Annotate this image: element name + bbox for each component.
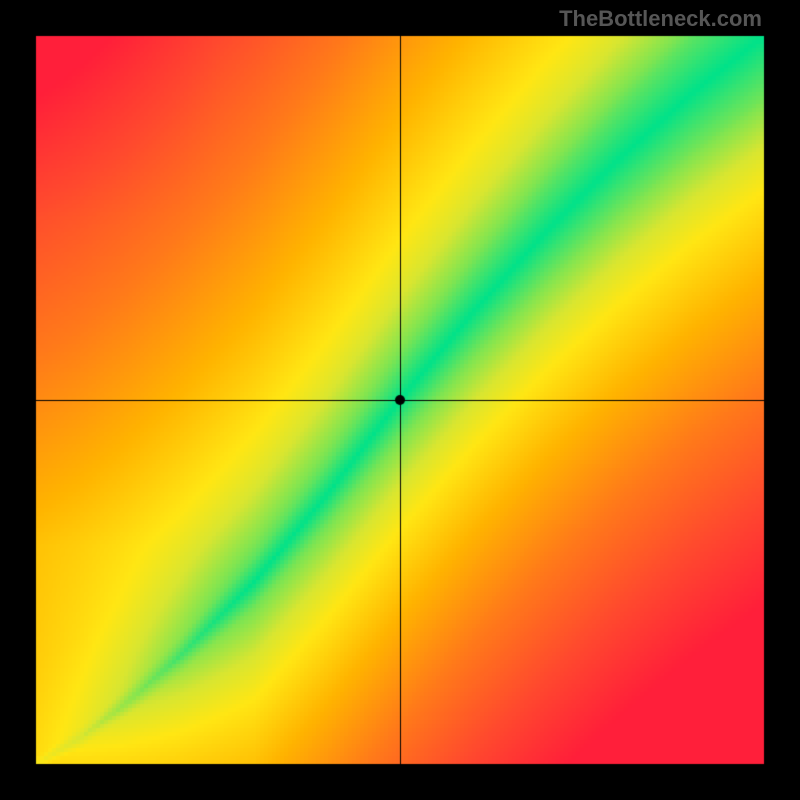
bottleneck-heatmap — [0, 0, 800, 800]
watermark-text: TheBottleneck.com — [559, 6, 762, 32]
